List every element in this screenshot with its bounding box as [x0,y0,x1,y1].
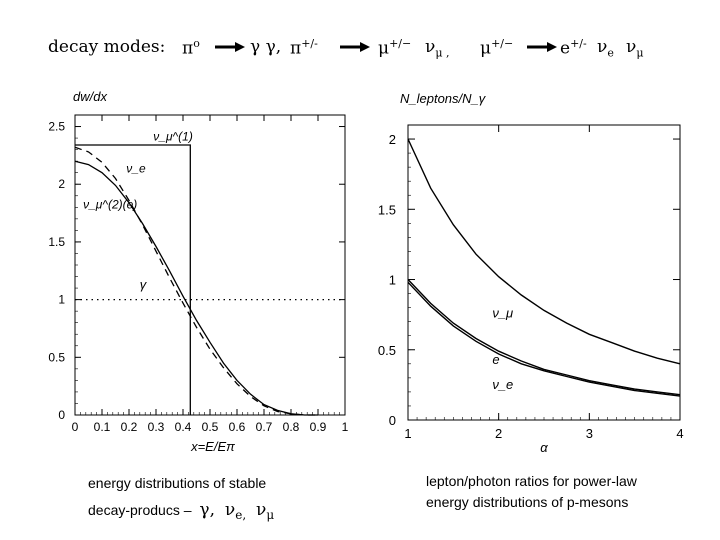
right-caption-line2: energy distributions of p-mesons [426,494,629,510]
plot-frame [74,114,346,416]
y-tick-label: 2.5 [48,120,65,134]
right-caption-line1: lepton/photon ratios for power-law [426,473,637,489]
left-caption-line1: energy distributions of stable [88,475,267,491]
y-tick-label: 1.5 [378,202,396,217]
annotation-nu-mu: ν_μ [492,305,513,320]
plot-frame [407,124,681,421]
y-tick-label: 1 [389,273,396,288]
x-tick-label: 1 [342,420,349,434]
x-tick-label: 0.3 [148,420,165,434]
x-tick-label: 0 [72,420,79,434]
arrow-icon [215,42,245,52]
annotation-e: e [492,352,499,367]
x-axis-label: x=E/Eπ [190,439,235,454]
annotation-nu-e: ν_e [492,377,513,392]
y-axis-label: N_leptons/N_γ [400,91,487,106]
x-axis-label: α [540,440,548,455]
arrow-icon [340,42,370,52]
left-caption-line2: decay-producs – γ, νe, νμ [88,500,275,522]
series-line-2 [74,146,318,416]
x-tick-label: 0.5 [202,420,219,434]
annotation-nu-mu-2: ν_μ^(2)(e) [83,197,137,211]
x-tick-label: 4 [676,426,683,441]
x-tick-label: 3 [586,426,593,441]
annotation-gamma: γ [140,277,148,292]
series-line-1 [407,279,681,396]
pi-charged-symbol: π+/- [290,37,318,59]
x-tick-label: 0.7 [256,420,273,434]
x-tick-label: 0.8 [283,420,300,434]
annotation-nu-e: ν_e [126,162,146,176]
x-tick-label: 2 [495,426,502,441]
series-line-0 [407,138,681,365]
series-line-1 [74,160,318,416]
y-tick-label: 0 [58,408,65,422]
x-tick-label: 0.1 [94,420,111,434]
y-tick-label: 2 [58,177,65,191]
series-line-2 [407,281,681,397]
decay-modes-label: decay modes: [48,37,166,57]
nu-e-symbol: νe [597,37,614,60]
muon-symbol-2: μ+/− [480,37,514,59]
y-tick-label: 1.5 [48,235,65,249]
y-tick-label: 0 [389,413,396,428]
nu-mu-symbol-2: νμ [626,37,644,60]
series-line-0 [75,144,191,415]
muon-symbol: μ+/− [378,37,412,59]
annotation-nu-mu-1: ν_μ^(1) [153,129,193,143]
y-tick-label: 0.5 [48,350,65,364]
y-tick-label: 2 [389,132,396,147]
x-tick-label: 0.2 [121,420,138,434]
energy-distribution-chart: 0 0.1 0.2 0.3 0.4 0.5 0.6 0.7 0.8 0.9 1 0 0.5 1 1.5 2 2.… [48,89,349,454]
x-tick-label: 1 [404,426,411,441]
x-tick-label: 0.4 [175,420,192,434]
x-tick-label: 0.6 [229,420,246,434]
gamma-gamma-symbol: γ γ, [250,37,282,57]
y-tick-label: 1 [58,293,65,307]
electron-symbol: e+/- [560,37,587,59]
lepton-photon-ratio-chart: 1 2 3 4 0 0.5 1 1.5 2 ν_μe ν_e N_leptons/N_γ α [378,91,684,455]
y-axis-label: dw/dx [73,89,107,104]
nu-mu-symbol: νμ , [425,37,450,60]
x-tick-label: 0.9 [310,420,327,434]
pi0-symbol: πo [182,37,200,59]
arrow-icon [527,42,557,52]
y-tick-label: 0.5 [378,343,396,358]
